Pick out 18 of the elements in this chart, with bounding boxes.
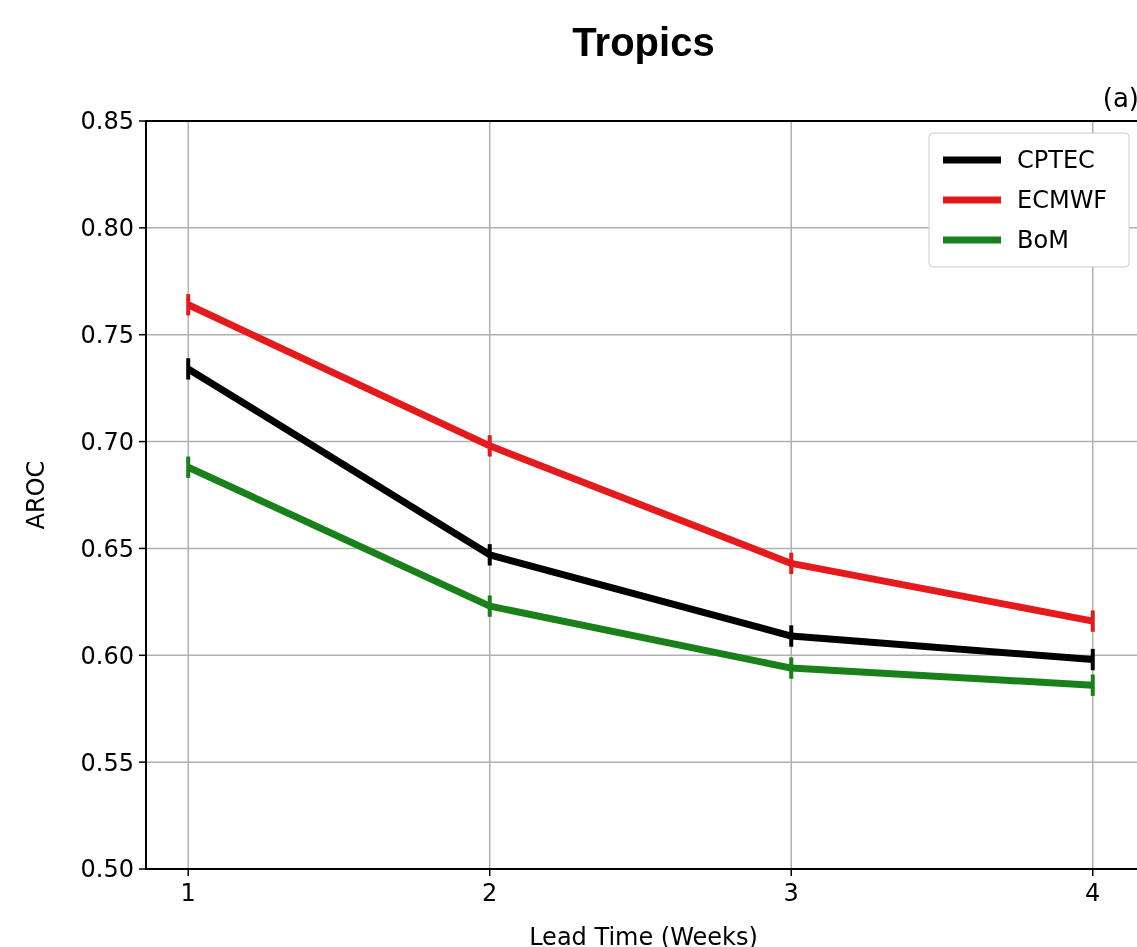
- chart-title: Tropics: [572, 20, 715, 64]
- y-tick-label: 0.50: [80, 855, 134, 884]
- y-axis-title: AROC: [22, 460, 50, 530]
- y-tick-label: 0.70: [80, 427, 134, 456]
- y-tick-label: 0.80: [80, 214, 134, 243]
- x-tick-label: 4: [1085, 879, 1101, 907]
- text: (a): [1102, 83, 1137, 113]
- x-tick-label: 1: [180, 879, 196, 907]
- y-tick-label: 0.85: [80, 107, 134, 136]
- legend-label: BoM: [1017, 226, 1069, 255]
- legend-label: CPTEC: [1017, 146, 1095, 175]
- y-tick-label: 0.60: [80, 641, 134, 670]
- y-tick-label: 0.55: [80, 748, 134, 777]
- x-tick-label: 3: [783, 879, 799, 907]
- y-tick-label: 0.75: [80, 321, 134, 350]
- legend-label: ECMWF: [1017, 186, 1108, 215]
- y-tick-label: 0.65: [80, 534, 134, 563]
- x-tick-label: 2: [482, 879, 498, 907]
